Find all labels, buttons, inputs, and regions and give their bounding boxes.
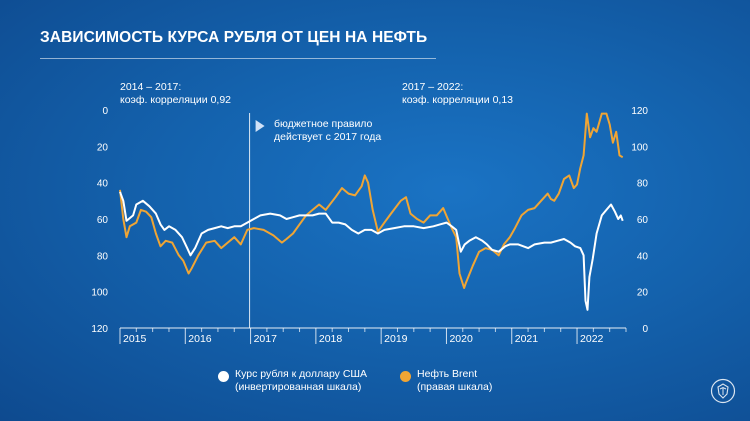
x-tick-label: 2016 [188, 333, 212, 345]
x-tick-label: 2018 [319, 333, 343, 345]
left-axis-tick-label: 60 [97, 215, 109, 226]
budget-rule-arrow-icon [255, 120, 265, 132]
brent-series-line [119, 112, 624, 289]
usdrub-legend-line2: (инвертированная шкала) [235, 381, 362, 393]
brent-legend-line2: (правая шкала) [417, 381, 493, 393]
right-axis-tick-label: 120 [631, 106, 648, 117]
left-axis-tick-label: 80 [97, 251, 109, 262]
brent-legend-line1: Нефть Brent [417, 368, 478, 380]
left-period-annotation: 2014 – 2017: коэф. корреляции 0,92 [120, 81, 231, 107]
x-tick-label: 2021 [515, 333, 539, 345]
right-axis-tick-label: 100 [631, 142, 648, 153]
x-tick-label: 2015 [123, 333, 147, 345]
x-tick-label: 2019 [384, 333, 408, 345]
budget-rule-annotation: бюджетное правило действует с 2017 года [274, 118, 381, 144]
left-axis-tick-label: 100 [91, 288, 108, 299]
right-axis-tick-label: 20 [637, 288, 649, 299]
chart-title: ЗАВИСИМОСТЬ КУРСА РУБЛЯ ОТ ЦЕН НА НЕФТЬ [40, 29, 428, 46]
left-period-label: 2014 – 2017: [120, 81, 182, 93]
right-axis-tick-label: 80 [637, 179, 649, 190]
right-period-annotation: 2017 – 2022: коэф. корреляции 0,13 [402, 81, 513, 107]
left-axis-tick-label: 0 [102, 106, 108, 117]
right-period-label: 2017 – 2022: [402, 81, 464, 93]
left-axis-tick-label: 40 [97, 179, 109, 190]
series-lines [119, 112, 624, 311]
right-axis-tick-label: 0 [642, 324, 648, 335]
bank-logo-icon [710, 378, 736, 404]
usdrub-legend-swatch [218, 371, 229, 382]
right-axis-tick-label: 40 [637, 251, 649, 262]
title-divider [40, 58, 436, 59]
x-tick-label: 2017 [254, 333, 278, 345]
budget-rule-line1: бюджетное правило [274, 118, 373, 130]
right-correlation-label: коэф. корреляции 0,13 [402, 94, 514, 106]
x-tick-label: 2020 [449, 333, 473, 345]
axes: 2015 2016 2017 2018 2019 2020 2021 2022 0 20 40 60 8… [91, 106, 648, 345]
budget-rule-line2: действует с 2017 года [274, 131, 382, 143]
usdrub-legend-line1: Курс рубля к доллару США [235, 368, 368, 380]
right-axis-tick-label: 60 [637, 215, 649, 226]
brent-legend-swatch [400, 371, 411, 382]
usdrub-series-line [119, 191, 624, 311]
left-axis-tick-label: 120 [91, 324, 108, 335]
x-tick-label: 2022 [580, 333, 604, 345]
left-correlation-label: коэф. корреляции 0,92 [120, 94, 232, 106]
left-axis-tick-label: 20 [97, 142, 109, 153]
